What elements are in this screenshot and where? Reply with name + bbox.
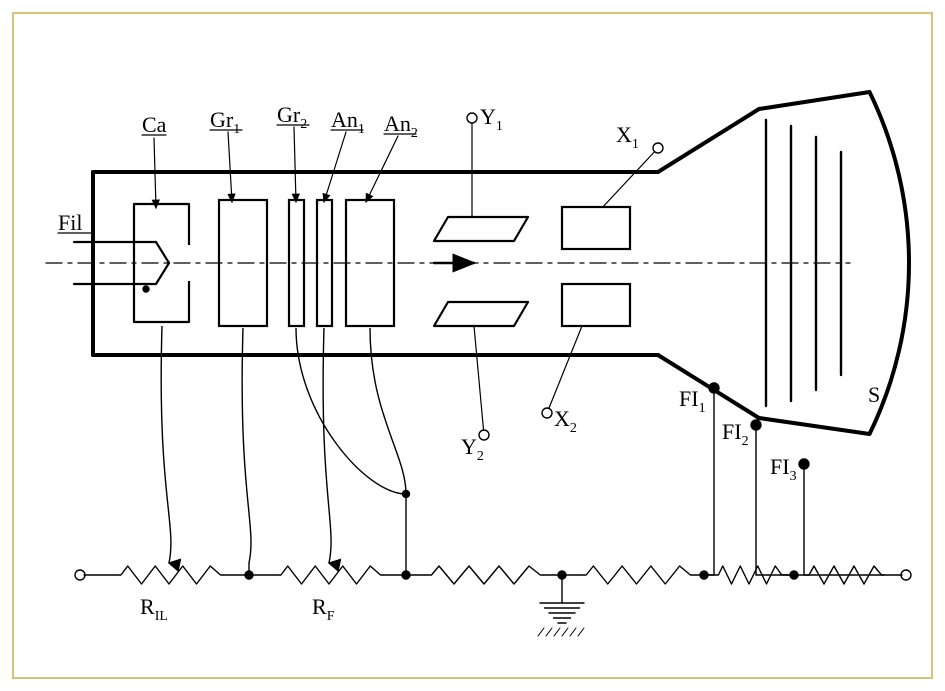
label-an1: An1 [331, 107, 365, 137]
label-fi3: FI3 [770, 454, 797, 484]
label-ril: RIL [140, 594, 168, 624]
resistor-chain [75, 566, 911, 636]
x1-plate [562, 207, 630, 249]
label-fil: Fil [58, 210, 82, 235]
label-fi1: FI1 [679, 386, 706, 416]
label-x2: X2 [554, 406, 577, 436]
diagram-frame: FilCaGr1Gr2An1An2Y1Y2X1X2FI1FI2FI3SRILRF [12, 12, 933, 679]
labels: FilCaGr1Gr2An1An2Y1Y2X1X2FI1FI2FI3SRILRF [58, 102, 880, 624]
y1-plate [434, 217, 528, 241]
label-gr2: Gr2 [277, 102, 307, 132]
label-fi2: FI2 [722, 419, 749, 449]
x2-plate [562, 284, 630, 326]
label-y1: Y1 [480, 104, 503, 134]
label-leaders [154, 118, 658, 435]
label-x1: X1 [616, 122, 639, 152]
y2-plate [434, 302, 528, 326]
label-ca: Ca [142, 112, 167, 137]
label-an2: An2 [384, 111, 418, 141]
crt-schematic: FilCaGr1Gr2An1An2Y1Y2X1X2FI1FI2FI3SRILRF [14, 14, 935, 681]
wiring [161, 113, 884, 575]
label-s: S [868, 382, 880, 407]
label-rf: RF [312, 594, 335, 624]
label-gr1: Gr1 [210, 107, 240, 137]
